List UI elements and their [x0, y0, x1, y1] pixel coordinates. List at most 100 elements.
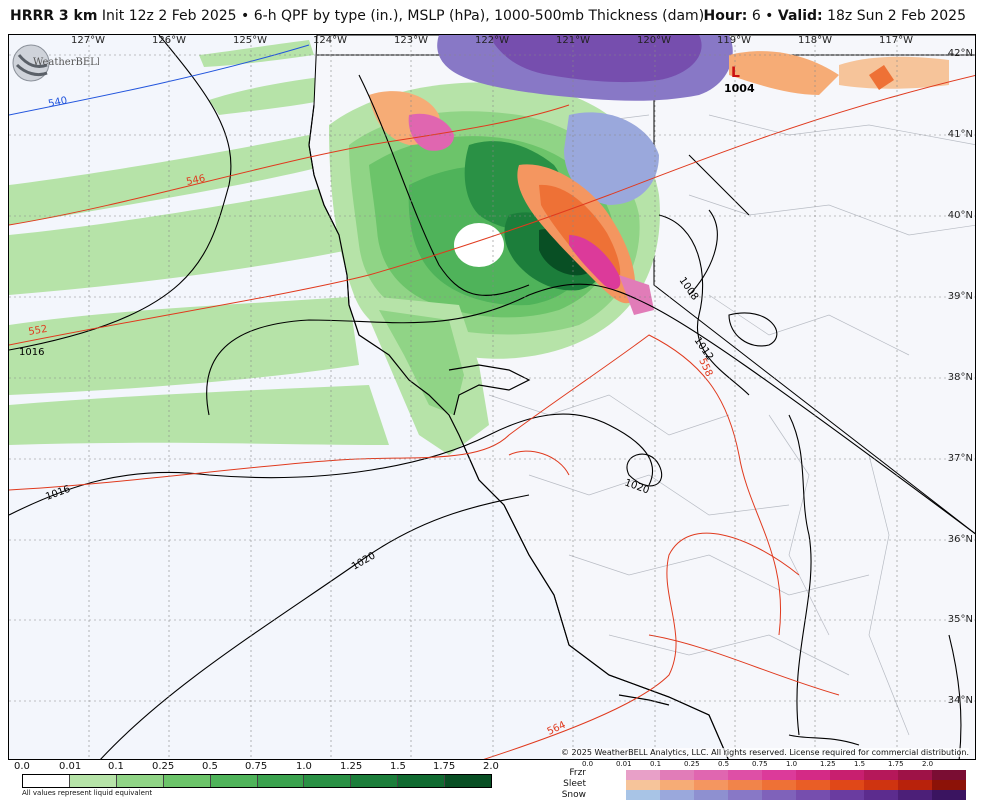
ptype-color-swatch — [864, 770, 898, 780]
isobar-label-1016-west: 1016 — [19, 347, 44, 358]
coastline — [308, 104, 729, 759]
qpf-color-swatch — [68, 775, 116, 787]
logo-text: WeatherBELL — [33, 57, 99, 68]
forecast-time: Hour: 6 • Valid: 18z Sun 2 Feb 2025 — [704, 8, 966, 24]
thickness-label-546: 546 — [185, 173, 206, 188]
ptype-tick: 0.5 — [718, 760, 730, 768]
lat-label-42n: 42°N — [947, 48, 973, 59]
ptype-tick: 1.25 — [820, 760, 836, 768]
qpf-tick: 0.0 — [14, 761, 30, 772]
lat-label-40n: 40°N — [947, 210, 973, 221]
low-pressure-center: L 1004 — [724, 65, 755, 95]
ptype-color-swatch — [932, 780, 966, 790]
ptype-color-swatch — [796, 780, 830, 790]
lon-label-124w: 124°W — [313, 35, 347, 46]
qpf-color-swatch — [444, 775, 492, 787]
ptype-row-frzr — [626, 770, 966, 780]
ptype-color-swatch — [898, 780, 932, 790]
qpf-color-scale — [22, 774, 492, 788]
lon-label-126w: 126°W — [152, 35, 186, 46]
qpf-tick: 1.0 — [296, 761, 312, 772]
ptype-row-snow — [626, 790, 966, 800]
ptype-color-swatch — [694, 770, 728, 780]
ptype-color-swatch — [694, 780, 728, 790]
thickness-lines — [9, 44, 975, 759]
ptype-label-snow: Snow — [561, 790, 586, 800]
ptype-color-swatch — [898, 790, 932, 800]
qpf-tick: 0.75 — [245, 761, 268, 772]
low-pressure-value: 1004 — [724, 82, 755, 95]
lat-label-35n: 35°N — [947, 614, 973, 625]
lon-label-125w: 125°W — [233, 35, 267, 46]
ptype-tick: 0.75 — [752, 760, 768, 768]
ptype-tick: 1.5 — [854, 760, 866, 768]
qpf-tick: 0.1 — [108, 761, 124, 772]
lat-label-34n: 34°N — [947, 695, 973, 706]
ptype-color-swatch — [728, 780, 762, 790]
ptype-tick: 2.0 — [922, 760, 934, 768]
copyright-notice: © 2025 WeatherBELL Analytics, LLC. All r… — [561, 748, 969, 757]
qpf-color-swatch — [23, 775, 69, 787]
lon-label-117w: 117°W — [879, 35, 913, 46]
lon-label-122w: 122°W — [475, 35, 509, 46]
qpf-note: All values represent liquid equivalent — [22, 789, 153, 797]
qpf-tick: 1.5 — [390, 761, 406, 772]
lon-label-123w: 123°W — [394, 35, 428, 46]
header: HRRR 3 km Init 12z 2 Feb 2025 • 6-h QPF … — [0, 0, 984, 34]
qpf-tick: 1.25 — [340, 761, 363, 772]
qpf-tick: 0.01 — [59, 761, 82, 772]
lon-label-121w: 121°W — [556, 35, 590, 46]
ptype-color-swatch — [626, 770, 660, 780]
ptype-labels: Frzr Sleet Snow — [540, 768, 586, 801]
qpf-color-swatch — [256, 775, 304, 787]
lat-label-38n: 38°N — [947, 372, 973, 383]
weather-map: 1016 1016 1020 1020 1012 1008 540 546 55… — [8, 34, 976, 760]
ptype-label-sleet: Sleet — [563, 779, 586, 789]
thickness-label-540: 540 — [47, 95, 68, 110]
ptype-color-swatch — [626, 780, 660, 790]
ptype-color-swatch — [694, 790, 728, 800]
qpf-color-swatch — [162, 775, 210, 787]
thickness-label-552: 552 — [28, 324, 49, 338]
lat-label-41n: 41°N — [947, 129, 973, 140]
legend: 0.0 0.01 0.1 0.25 0.5 0.75 1.0 1.25 1.5 … — [0, 760, 984, 808]
ptype-color-swatch — [864, 780, 898, 790]
ptype-color-swatch — [728, 770, 762, 780]
ptype-label-frzr: Frzr — [569, 768, 586, 778]
ptype-color-swatch — [626, 790, 660, 800]
low-symbol: L — [731, 65, 740, 81]
ptype-color-swatch — [796, 770, 830, 780]
ptype-color-swatch — [932, 770, 966, 780]
lat-label-37n: 37°N — [947, 453, 973, 464]
lon-label-127w: 127°W — [71, 35, 105, 46]
lon-label-119w: 119°W — [717, 35, 751, 46]
ptype-color-swatch — [762, 790, 796, 800]
lat-label-36n: 36°N — [947, 534, 973, 545]
qpf-color-swatch — [303, 775, 351, 787]
ptype-mixed — [369, 35, 949, 315]
lat-label-39n: 39°N — [947, 291, 973, 302]
graticule — [9, 35, 975, 759]
ptype-color-swatch — [660, 770, 694, 780]
isobars — [9, 35, 975, 759]
ptype-tick: 0.25 — [684, 760, 700, 768]
ptype-color-swatch — [830, 770, 864, 780]
qpf-tick: 0.25 — [152, 761, 175, 772]
title-bar: HRRR 3 km Init 12z 2 Feb 2025 • 6-h QPF … — [10, 8, 704, 24]
ptype-color-swatch — [796, 790, 830, 800]
ptype-color-swatch — [660, 790, 694, 800]
valid-value: 18z Sun 2 Feb 2025 — [827, 8, 966, 24]
ptype-color-swatch — [898, 770, 932, 780]
ptype-row-sleet — [626, 780, 966, 790]
ptype-color-swatch — [830, 790, 864, 800]
qpf-color-swatch — [397, 775, 445, 787]
map-canvas: 1016 1016 1020 1020 1012 1008 540 546 55… — [9, 35, 975, 759]
product-description: Init 12z 2 Feb 2025 • 6-h QPF by type (i… — [101, 8, 705, 24]
model-name: HRRR 3 km — [10, 8, 98, 24]
lon-label-118w: 118°W — [798, 35, 832, 46]
hour-value: 6 • — [751, 8, 774, 24]
qpf-color-swatch — [350, 775, 398, 787]
ptype-color-swatch — [762, 770, 796, 780]
ptype-tick: 1.75 — [888, 760, 904, 768]
ptype-color-swatch — [762, 780, 796, 790]
